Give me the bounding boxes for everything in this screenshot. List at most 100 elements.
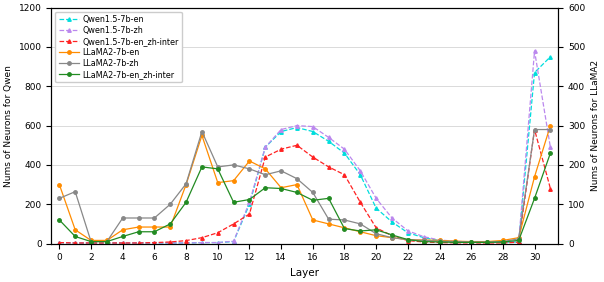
Qwen1.5-7b-zh [309,125,316,128]
Qwen1.5-7b-zh [515,240,522,243]
Qwen1.5-7b-en_zh-inter [103,241,111,245]
LLaMA2-7b-en_zh-inter [483,241,490,244]
Line: Qwen1.5-7b-en_zh-inter: Qwen1.5-7b-en_zh-inter [57,128,552,245]
LLaMA2-7b-en_zh-inter [72,235,79,238]
Qwen1.5-7b-zh [151,241,158,245]
LLaMA2-7b-zh [103,240,111,243]
LLaMA2-7b-zh [436,239,443,243]
LLaMA2-7b-zh [388,236,396,239]
Qwen1.5-7b-zh [182,241,190,245]
LLaMA2-7b-en [341,226,348,230]
Qwen1.5-7b-en_zh-inter [56,241,63,244]
Qwen1.5-7b-en [483,241,490,244]
LLaMA2-7b-en [72,228,79,232]
Qwen1.5-7b-en [531,71,538,74]
Qwen1.5-7b-zh [404,229,411,232]
Qwen1.5-7b-en [246,202,253,206]
LLaMA2-7b-en [531,175,538,179]
Qwen1.5-7b-zh [135,241,142,245]
LLaMA2-7b-zh [246,167,253,171]
LLaMA2-7b-zh [230,163,237,167]
Line: Qwen1.5-7b-en: Qwen1.5-7b-en [57,55,552,245]
LLaMA2-7b-en_zh-inter [373,228,380,232]
LLaMA2-7b-zh [167,202,174,206]
Qwen1.5-7b-zh [294,124,301,127]
Qwen1.5-7b-en [294,126,301,129]
LLaMA2-7b-en_zh-inter [531,197,538,200]
LLaMA2-7b-en [119,228,126,232]
LLaMA2-7b-zh [294,177,301,180]
Qwen1.5-7b-en [547,55,554,58]
Qwen1.5-7b-en_zh-inter [230,222,237,226]
LLaMA2-7b-en_zh-inter [277,187,284,190]
Qwen1.5-7b-zh [214,241,222,244]
LLaMA2-7b-en [198,134,205,137]
Line: LLaMA2-7b-en: LLaMA2-7b-en [57,124,552,243]
Qwen1.5-7b-zh [452,239,459,243]
LLaMA2-7b-zh [88,240,95,243]
Qwen1.5-7b-zh [198,241,205,244]
LLaMA2-7b-en_zh-inter [56,218,63,222]
LLaMA2-7b-en [151,225,158,229]
LLaMA2-7b-en_zh-inter [357,229,364,233]
LLaMA2-7b-zh [214,165,222,169]
Qwen1.5-7b-en_zh-inter [436,241,443,244]
Qwen1.5-7b-zh [119,241,126,245]
Qwen1.5-7b-en [167,241,174,245]
Qwen1.5-7b-en_zh-inter [547,187,554,190]
Qwen1.5-7b-en [198,241,205,244]
Qwen1.5-7b-en_zh-inter [404,239,411,242]
LLaMA2-7b-en_zh-inter [246,198,253,201]
LLaMA2-7b-zh [531,128,538,131]
LLaMA2-7b-en [388,236,396,239]
Qwen1.5-7b-zh [483,241,490,244]
LLaMA2-7b-zh [277,169,284,173]
LLaMA2-7b-en [230,179,237,182]
Qwen1.5-7b-zh [246,201,253,204]
Qwen1.5-7b-zh [277,128,284,131]
LLaMA2-7b-zh [182,182,190,186]
Qwen1.5-7b-en [135,241,142,245]
Qwen1.5-7b-en_zh-inter [214,231,222,234]
Qwen1.5-7b-en_zh-inter [262,155,269,159]
X-axis label: Layer: Layer [291,268,320,278]
Qwen1.5-7b-en [230,240,237,243]
Qwen1.5-7b-zh [500,241,507,244]
LLaMA2-7b-zh [262,173,269,177]
LLaMA2-7b-en [309,218,316,222]
Qwen1.5-7b-en_zh-inter [325,165,332,169]
LLaMA2-7b-en_zh-inter [341,227,348,230]
LLaMA2-7b-en_zh-inter [388,233,396,237]
LLaMA2-7b-zh [452,240,459,243]
LLaMA2-7b-en [167,225,174,229]
Qwen1.5-7b-en [182,241,190,245]
Qwen1.5-7b-en_zh-inter [167,240,174,244]
Qwen1.5-7b-en_zh-inter [500,241,507,245]
Qwen1.5-7b-zh [341,147,348,151]
Qwen1.5-7b-en_zh-inter [515,241,522,244]
Qwen1.5-7b-en [467,240,475,244]
Qwen1.5-7b-en_zh-inter [467,241,475,245]
Qwen1.5-7b-en_zh-inter [420,240,427,244]
Qwen1.5-7b-zh [547,146,554,149]
LLaMA2-7b-en_zh-inter [547,151,554,155]
Qwen1.5-7b-en_zh-inter [246,212,253,216]
Qwen1.5-7b-en_zh-inter [277,147,284,151]
LLaMA2-7b-en [357,230,364,233]
LLaMA2-7b-zh [357,222,364,226]
LLaMA2-7b-en [325,222,332,226]
LLaMA2-7b-en [515,236,522,239]
LLaMA2-7b-en [182,183,190,186]
Qwen1.5-7b-en_zh-inter [151,241,158,244]
LLaMA2-7b-en_zh-inter [325,197,332,200]
Qwen1.5-7b-en [262,146,269,149]
LLaMA2-7b-zh [373,232,380,235]
Qwen1.5-7b-en_zh-inter [452,241,459,244]
LLaMA2-7b-en_zh-inter [262,186,269,190]
Qwen1.5-7b-en [515,240,522,244]
Y-axis label: Nums of Neurons for LLaMA2: Nums of Neurons for LLaMA2 [591,60,600,191]
LLaMA2-7b-en [262,167,269,171]
LLaMA2-7b-en [56,183,63,186]
Qwen1.5-7b-en [88,241,95,245]
LLaMA2-7b-en [103,239,111,242]
